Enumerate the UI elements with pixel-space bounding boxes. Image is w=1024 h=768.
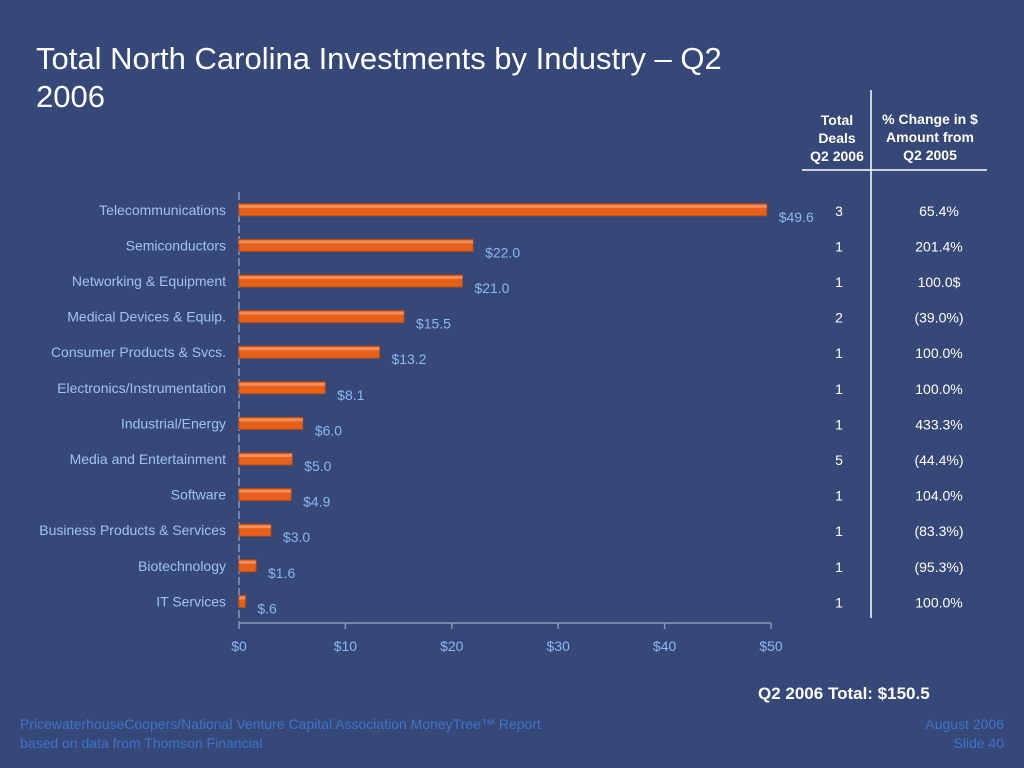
- bar-highlight: [239, 276, 463, 279]
- pct-change-cell: (83.3%): [914, 523, 963, 539]
- category-label: Telecommunications: [99, 202, 226, 218]
- bar-highlight: [239, 560, 257, 564]
- pct-change-cell: (95.3%): [914, 559, 963, 575]
- total-deals-cell: 3: [835, 203, 843, 219]
- pct-change-cell: (39.0%): [914, 310, 963, 326]
- bar-highlight: [239, 240, 474, 244]
- pct-change-cell: (44.4%): [914, 452, 963, 468]
- footer-date: August 2006: [925, 716, 1004, 732]
- category-label: Business Products & Services: [39, 522, 226, 538]
- pct-change-header: % Change in $ Amount from Q2 2005: [870, 110, 990, 164]
- x-tick-label: $20: [440, 638, 464, 654]
- bar-highlight: [239, 382, 326, 386]
- footer-source-line1: PricewaterhouseCoopers/National Venture …: [20, 716, 541, 732]
- category-label: Software: [171, 487, 226, 503]
- data-label: $8.1: [337, 387, 364, 403]
- category-label: IT Services: [156, 593, 226, 609]
- bar-highlight: [239, 489, 292, 493]
- pct-change-cell: 100.0%: [915, 594, 962, 610]
- total-deals-cell: 5: [835, 452, 843, 468]
- data-label: $21.0: [474, 280, 509, 296]
- data-label: $.6: [257, 600, 277, 616]
- total-deals-cell: 1: [835, 416, 843, 432]
- bar-highlight: [239, 596, 246, 600]
- total-summary: Q2 2006 Total: $150.5: [758, 684, 930, 703]
- total-deals-header-line3: Q2 2006: [810, 148, 864, 164]
- data-label: $5.0: [304, 458, 331, 474]
- footer-meta: August 2006 Slide 40: [925, 715, 1004, 753]
- bar-highlight: [239, 454, 293, 457]
- bar: [238, 594, 246, 608]
- total-deals-cell: 1: [835, 238, 843, 254]
- x-tick-label: $40: [653, 638, 677, 654]
- bar-highlight: [239, 311, 404, 315]
- bar-highlight: [239, 204, 767, 208]
- x-tick-label: $10: [334, 638, 358, 654]
- pct-change-header-line3: Q2 2005: [903, 147, 957, 163]
- category-label: Medical Devices & Equip.: [67, 309, 226, 325]
- total-deals-header: Total Deals Q2 2006: [802, 111, 872, 165]
- data-label: $3.0: [283, 529, 310, 545]
- x-tick-label: $30: [547, 638, 571, 654]
- total-deals-header-line2: Deals: [818, 130, 856, 146]
- total-deals-cell: 1: [835, 523, 843, 539]
- pct-change-cell: 100.0%: [915, 381, 962, 397]
- footer-source: PricewaterhouseCoopers/National Venture …: [20, 715, 541, 753]
- pct-change-cell: 100.0%: [915, 345, 962, 361]
- total-deals-cell: 1: [835, 488, 843, 504]
- bar-highlight: [239, 418, 303, 422]
- category-label: Media and Entertainment: [70, 451, 227, 467]
- pct-change-cell: 104.0%: [915, 488, 962, 504]
- pct-change-cell: 65.4%: [919, 203, 959, 219]
- total-deals-header-line1: Total: [820, 112, 854, 128]
- pct-change-cell: 100.0$: [918, 274, 961, 290]
- footer-source-line2: based on data from Thomson Financial: [20, 735, 263, 751]
- category-label: Industrial/Energy: [121, 415, 226, 431]
- footer-slide-number: Slide 40: [953, 735, 1004, 751]
- bar-highlight: [239, 347, 380, 351]
- data-label: $4.9: [303, 494, 330, 510]
- pct-change-cell: 201.4%: [915, 238, 962, 254]
- total-deals-cell: 1: [835, 559, 843, 575]
- data-label: $6.0: [315, 422, 342, 438]
- total-deals-cell: 1: [835, 381, 843, 397]
- category-label: Semiconductors: [126, 237, 226, 253]
- bar-chart: $0 $10 $20 $30 $40 $50 Telecommunications $49.6…: [39, 90, 987, 654]
- page-title: Total North Carolina Investments by Indu…: [36, 41, 722, 114]
- pct-change-cell: 433.3%: [915, 416, 962, 432]
- x-tick-label: $50: [759, 638, 783, 654]
- x-tick-label: $0: [231, 638, 247, 654]
- data-label: $22.0: [485, 244, 520, 260]
- category-label: Networking & Equipment: [72, 273, 226, 289]
- pct-change-header-line2: Amount from: [886, 129, 974, 145]
- data-label: $49.6: [779, 209, 814, 225]
- category-label: Electronics/Instrumentation: [57, 380, 226, 396]
- total-deals-cell: 1: [835, 345, 843, 361]
- data-label: $15.5: [416, 316, 451, 332]
- total-deals-cell: 1: [835, 274, 843, 290]
- category-label: Consumer Products & Svcs.: [51, 344, 226, 360]
- total-deals-cell: 1: [835, 594, 843, 610]
- bar-highlight: [239, 525, 271, 529]
- total-deals-cell: 2: [835, 310, 843, 326]
- data-label: $1.6: [268, 565, 295, 581]
- data-label: $13.2: [391, 351, 426, 367]
- category-label: Biotechnology: [138, 558, 226, 574]
- pct-change-header-line1: % Change in $: [882, 111, 978, 127]
